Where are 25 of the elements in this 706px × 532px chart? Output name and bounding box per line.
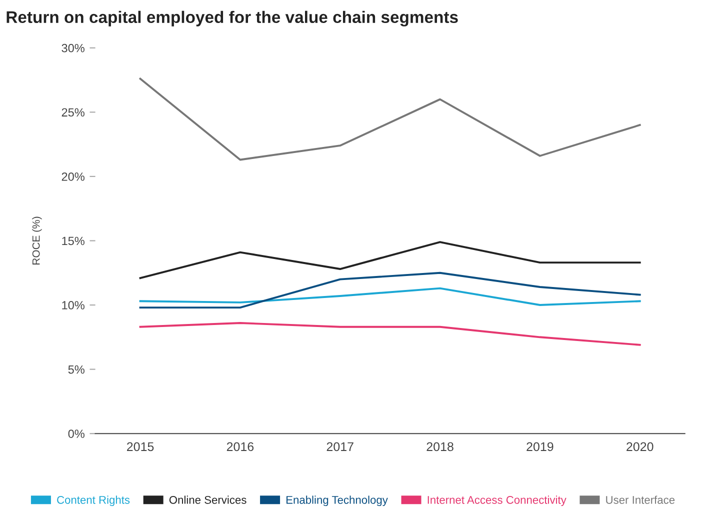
line-series xyxy=(139,287,641,306)
legend-label: User Interface xyxy=(606,496,675,504)
y-tick-label: 10% xyxy=(62,301,84,310)
y-tick-label: 20% xyxy=(62,172,84,181)
x-tick-label: 2016 xyxy=(226,442,254,452)
legend-label: Internet Access Connectivity xyxy=(428,496,566,506)
y-tick-label: 0% xyxy=(68,430,84,438)
line-series xyxy=(139,322,641,346)
legend-label: Content Rights xyxy=(57,496,130,506)
y-axis-title: ROCE (%) xyxy=(32,216,42,264)
line-series xyxy=(139,241,641,279)
y-tick-label: 30% xyxy=(62,44,84,52)
line-series xyxy=(139,272,641,309)
y-tick-label: 15% xyxy=(62,236,84,246)
x-tick-label: 2018 xyxy=(426,442,454,452)
x-tick-label: 2015 xyxy=(127,442,154,452)
y-tick-label: 5% xyxy=(68,365,84,374)
legend-label: Online Services xyxy=(169,496,246,504)
x-tick-label: 2020 xyxy=(626,442,654,452)
line-series xyxy=(139,78,641,161)
x-tick-label: 2017 xyxy=(326,442,354,452)
x-tick-label: 2019 xyxy=(526,442,554,452)
chart-title: Return on capital employed for the value chain segments xyxy=(6,10,458,26)
y-tick-label: 25% xyxy=(62,108,84,117)
legend-label: Enabling Technology xyxy=(286,496,388,506)
